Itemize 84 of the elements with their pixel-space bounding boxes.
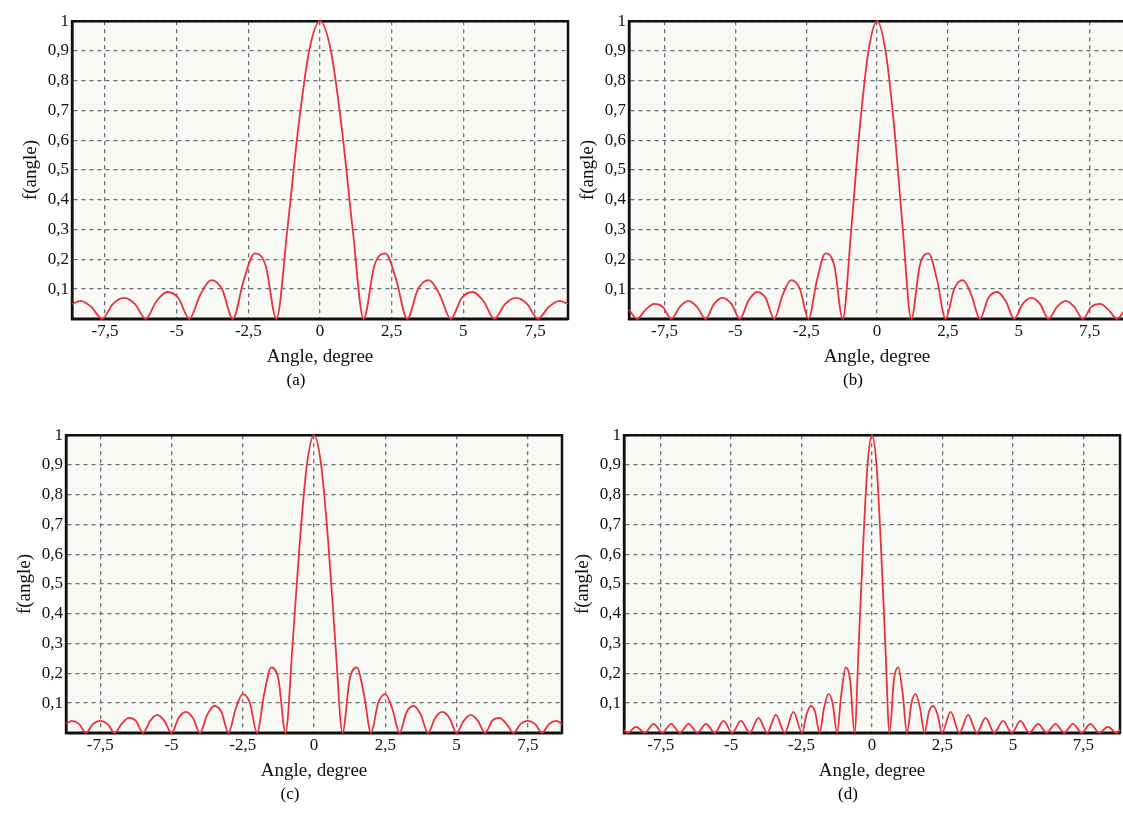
line-series <box>65 434 563 734</box>
x-tick-label: 7,5 <box>517 735 539 755</box>
y-tick-label: 0,9 <box>41 454 64 474</box>
y-tick-label: 0,9 <box>604 40 627 60</box>
text: (a) <box>285 370 307 390</box>
y-tick-label: 1 <box>612 424 622 444</box>
y-tick-label: 1 <box>617 10 627 30</box>
y-tick-label: 0,5 <box>599 573 622 593</box>
y-tick-label: 0,8 <box>41 484 64 504</box>
x-tick-label: -7,5 <box>91 321 119 341</box>
y-tick-label: 0,3 <box>604 218 627 238</box>
line-series <box>71 20 569 320</box>
x-axis-title: Angle, degree <box>260 758 368 780</box>
y-tick-label: 0,3 <box>47 218 70 238</box>
x-tick-label: -5 <box>164 735 179 755</box>
y-tick-label: 0,4 <box>599 603 622 623</box>
y-tick-label: 0,5 <box>604 159 627 179</box>
text: (b) <box>842 370 864 390</box>
x-tick-label: 0 <box>309 735 319 755</box>
y-axis-title: f(angle) <box>571 553 594 615</box>
y-tick-label: 0,6 <box>41 543 64 563</box>
y-axis-title: f(angle) <box>19 139 42 201</box>
x-tick-label: 5 <box>1008 735 1018 755</box>
y-tick-label: 0,7 <box>41 513 64 533</box>
x-tick-label: 7,5 <box>524 321 546 341</box>
x-tick-label: -7,5 <box>651 321 678 341</box>
y-tick-label: 1 <box>54 424 64 444</box>
y-tick-label: 0,4 <box>47 189 70 209</box>
y-tick-label: 0,9 <box>599 454 622 474</box>
y-tick-label: 0,2 <box>41 662 64 682</box>
x-axis-title: Angle, degree <box>818 758 926 780</box>
x-tick-label: 2,5 <box>374 735 396 755</box>
x-tick-label: -2,5 <box>788 735 816 755</box>
y-axis-title: f(angle) <box>576 139 599 201</box>
y-tick-label: 0,2 <box>604 248 627 268</box>
x-tick-label: 2,5 <box>931 735 954 755</box>
y-tick-label: 0,4 <box>604 189 627 209</box>
x-axis-title: Angle, degree <box>823 344 931 366</box>
x-tick-label: 0 <box>867 735 877 755</box>
y-tick-label: 0,8 <box>47 70 70 90</box>
y-tick-label: 0,7 <box>599 513 622 533</box>
x-tick-label: 7,5 <box>1072 735 1094 755</box>
text: (d) <box>837 784 859 804</box>
x-tick-label: -2,5 <box>234 321 262 341</box>
x-tick-label: 0 <box>872 321 882 341</box>
x-tick-label: 2,5 <box>381 321 403 341</box>
x-tick-label: 7,5 <box>1078 321 1101 341</box>
x-tick-label: 2,5 <box>937 321 959 341</box>
y-tick-label: 0,1 <box>599 692 622 712</box>
y-tick-label: 0,9 <box>47 40 70 60</box>
y-tick-label: 0,6 <box>47 129 70 149</box>
x-tick-label: -2,5 <box>229 735 257 755</box>
y-tick-label: 0,1 <box>47 278 70 298</box>
line-series <box>628 20 1123 320</box>
y-axis-title: f(angle) <box>13 553 36 615</box>
y-tick-label: 0,5 <box>47 159 70 179</box>
x-tick-label: -7,5 <box>647 735 675 755</box>
x-tick-label: 5 <box>459 321 468 341</box>
y-tick-label: 0,7 <box>604 99 627 119</box>
y-tick-label: 0,7 <box>47 99 70 119</box>
x-tick-label: 5 <box>452 735 461 755</box>
x-tick-label: -5 <box>724 735 739 755</box>
y-tick-label: 0,1 <box>41 692 64 712</box>
y-tick-label: 0,4 <box>41 603 64 623</box>
y-tick-label: 0,2 <box>47 248 70 268</box>
y-tick-label: 0,3 <box>41 632 64 652</box>
y-tick-label: 0,2 <box>599 662 622 682</box>
x-tick-label: -5 <box>169 321 184 341</box>
x-tick-label: 5 <box>1014 321 1023 341</box>
x-tick-label: -5 <box>728 321 743 341</box>
line-series <box>623 434 1121 734</box>
y-tick-label: 0,3 <box>599 632 622 652</box>
x-tick-label: 0 <box>315 321 325 341</box>
y-tick-label: 0,1 <box>604 278 627 298</box>
y-tick-label: 0,5 <box>41 573 64 593</box>
x-tick-label: -7,5 <box>86 735 114 755</box>
y-tick-label: 0,6 <box>604 129 627 149</box>
y-tick-label: 0,8 <box>604 70 627 90</box>
y-tick-label: 1 <box>60 10 70 30</box>
y-tick-label: 0,8 <box>599 484 622 504</box>
x-tick-label: -2,5 <box>792 321 820 341</box>
text: (c) <box>279 784 301 804</box>
y-tick-label: 0,6 <box>599 543 622 563</box>
x-axis-title: Angle, degree <box>266 344 374 366</box>
